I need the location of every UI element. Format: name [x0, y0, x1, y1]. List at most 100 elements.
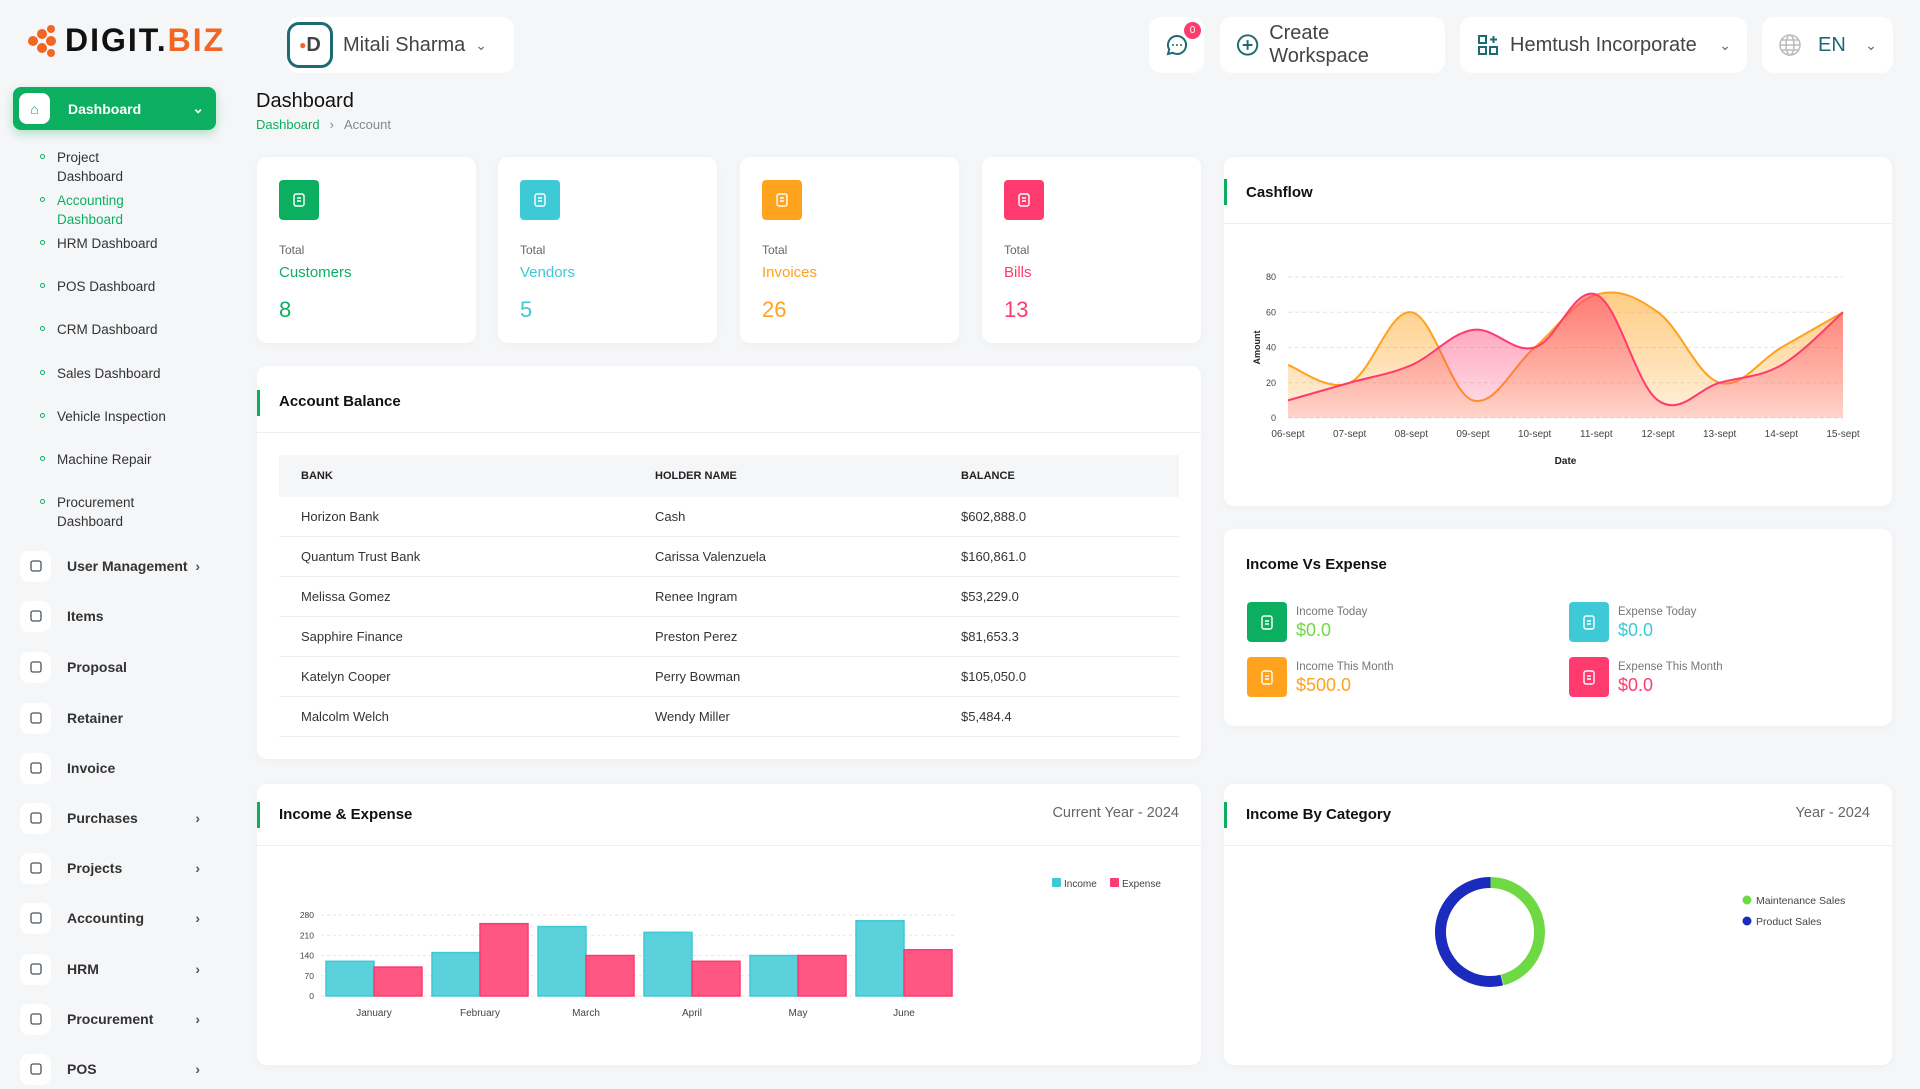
sidebar-item[interactable]: Retainer	[20, 698, 210, 738]
year-label: Year - 2024	[1795, 805, 1870, 821]
stat-card-bills[interactable]: Total Bills 13	[982, 157, 1201, 343]
avatar: ● D	[287, 22, 333, 68]
income-vs-expense-card: Income Vs Expense Income Today $0.0 Expens…	[1224, 529, 1892, 726]
sidebar-item[interactable]: Purchases ›	[20, 798, 210, 838]
user-dropdown[interactable]: ● D Mitali Sharma ⌄	[287, 17, 514, 73]
stat-card-vendors[interactable]: Total Vendors 5	[498, 157, 717, 343]
summary-item: Expense Today $0.0	[1569, 602, 1696, 642]
sidebar-item-label: Items	[67, 608, 104, 624]
x-tick-label: 11-sept	[1580, 429, 1613, 440]
table-row: Malcolm Welch Wendy Miller $5,484.4	[279, 697, 1179, 737]
legend-label[interactable]: Maintenance Sales	[1756, 895, 1845, 907]
sidebar-subitem[interactable]: Procurement Dashboard	[40, 493, 167, 531]
legend-label[interactable]: Income	[1064, 879, 1097, 890]
bullet-icon	[40, 456, 45, 461]
stat-value: 13	[1004, 297, 1029, 322]
sidebar-item-label: Accounting	[67, 910, 144, 926]
users-icon	[20, 550, 51, 582]
series-area	[1288, 293, 1843, 418]
y-axis-label: Amount	[1252, 331, 1262, 365]
income-category-chart: Maintenance Sales Product Sales	[1435, 877, 1845, 987]
y-tick-label: 280	[300, 910, 314, 920]
sidebar-item[interactable]: Projects ›	[20, 848, 210, 888]
sidebar-subitem[interactable]: POS Dashboard	[40, 277, 167, 296]
sidebar-subitem[interactable]: CRM Dashboard	[40, 320, 167, 339]
stat-label: Invoices	[762, 264, 818, 281]
sidebar-subitem-label: Accounting Dashboard	[57, 193, 124, 227]
bullet-icon	[40, 499, 45, 504]
stat-card-invoices[interactable]: Total Invoices 26	[740, 157, 959, 343]
sidebar-subitem[interactable]: Vehicle Inspection	[40, 407, 167, 426]
summary-value: $0.0	[1618, 675, 1654, 695]
sidebar-item[interactable]: Proposal	[20, 647, 210, 687]
income-category-card: Income By Category Year - 2024	[1224, 784, 1892, 1065]
users-icon	[279, 180, 319, 220]
chevron-down-icon: ⌄	[192, 100, 204, 116]
sidebar-item-label: Invoice	[67, 760, 116, 776]
cell-bank: Sapphire Finance	[301, 629, 403, 644]
sidebar-item[interactable]: Procurement ›	[20, 999, 210, 1039]
legend-label[interactable]: Product Sales	[1756, 916, 1821, 928]
note-icon	[520, 180, 560, 220]
summary-value: $500.0	[1296, 675, 1352, 695]
bar-income	[325, 960, 375, 997]
chevron-right-icon: ›	[195, 910, 200, 926]
x-tick-label: April	[682, 1008, 702, 1019]
x-tick-label: 09-sept	[1456, 429, 1490, 440]
bullet-icon	[40, 197, 45, 202]
cell-bank: Katelyn Cooper	[301, 669, 391, 684]
breadcrumb-dashboard[interactable]: Dashboard	[256, 117, 320, 132]
file-icon	[20, 752, 51, 784]
x-tick-label: 15-sept	[1826, 429, 1860, 440]
company-dropdown[interactable]: Hemtush Incorporate ⌄	[1460, 17, 1747, 73]
cell-balance: $53,229.0	[961, 589, 1019, 604]
bar-expense	[797, 954, 847, 997]
sidebar-item[interactable]: HRM ›	[20, 949, 210, 989]
sidebar-subitem[interactable]: Machine Repair	[40, 450, 167, 469]
language-dropdown[interactable]: EN ⌄	[1762, 17, 1893, 73]
sidebar-item[interactable]: User Management ›	[20, 546, 210, 586]
stat-card-customers[interactable]: Total Customers 8	[257, 157, 476, 343]
sidebar-subitem[interactable]: Project Dashboard	[40, 148, 167, 186]
card-title: Income By Category	[1246, 806, 1392, 823]
company-name: Hemtush Incorporate	[1510, 33, 1697, 56]
sidebar-item[interactable]: Accounting ›	[20, 898, 210, 938]
legend-label[interactable]: Expense	[1122, 879, 1161, 890]
dots-grid-icon	[20, 1053, 51, 1085]
logo-text-accent: BIZ	[167, 22, 226, 58]
cell-holder: Carissa Valenzuela	[655, 549, 767, 564]
logo[interactable]: DIGIT. BIZ	[25, 22, 225, 59]
sidebar-item-label: Projects	[67, 860, 123, 876]
y-tick-label: 0	[1271, 413, 1276, 423]
card-title: Income & Expense	[279, 806, 413, 823]
sidebar-subitem[interactable]: Accounting Dashboard	[40, 191, 167, 229]
bar-income	[431, 951, 481, 997]
summary-item: Income This Month $500.0	[1247, 657, 1394, 697]
messages-badge: 0	[1184, 22, 1201, 39]
bar-expense	[585, 954, 635, 997]
card-title: Income Vs Expense	[1246, 556, 1387, 573]
cell-holder: Preston Perez	[655, 629, 738, 644]
save-icon	[20, 702, 51, 734]
chevron-right-icon: ›	[195, 1061, 200, 1077]
sidebar-item-label: Purchases	[67, 810, 138, 826]
stat-label: Bills	[1004, 264, 1032, 281]
sidebar-item-dashboard[interactable]: ⌂ Dashboard ⌄	[13, 87, 216, 130]
cell-balance: $105,050.0	[961, 669, 1027, 684]
sidebar-item[interactable]: POS ›	[20, 1049, 210, 1089]
create-workspace-button[interactable]: Create Workspace	[1220, 17, 1445, 73]
messages-button[interactable]: 0	[1149, 17, 1204, 73]
sidebar-subitem[interactable]: Sales Dashboard	[40, 364, 167, 383]
sidebar-item[interactable]: Items	[20, 596, 210, 636]
column-balance: BALANCE	[961, 470, 1015, 482]
sidebar-subitem[interactable]: HRM Dashboard	[40, 234, 167, 253]
cart-icon	[20, 600, 51, 632]
summary-label: Expense This Month	[1618, 661, 1723, 673]
stat-total-label: Total	[520, 243, 546, 257]
chevron-right-icon: ›	[195, 810, 200, 826]
x-tick-label: 12-sept	[1641, 429, 1675, 440]
sidebar-item[interactable]: Invoice	[20, 748, 210, 788]
chevron-right-icon: ›	[195, 860, 200, 876]
income-expense-chart: 0 70 140 210 280 January February March April May…	[300, 878, 1161, 1019]
card-title: Cashflow	[1246, 184, 1313, 201]
